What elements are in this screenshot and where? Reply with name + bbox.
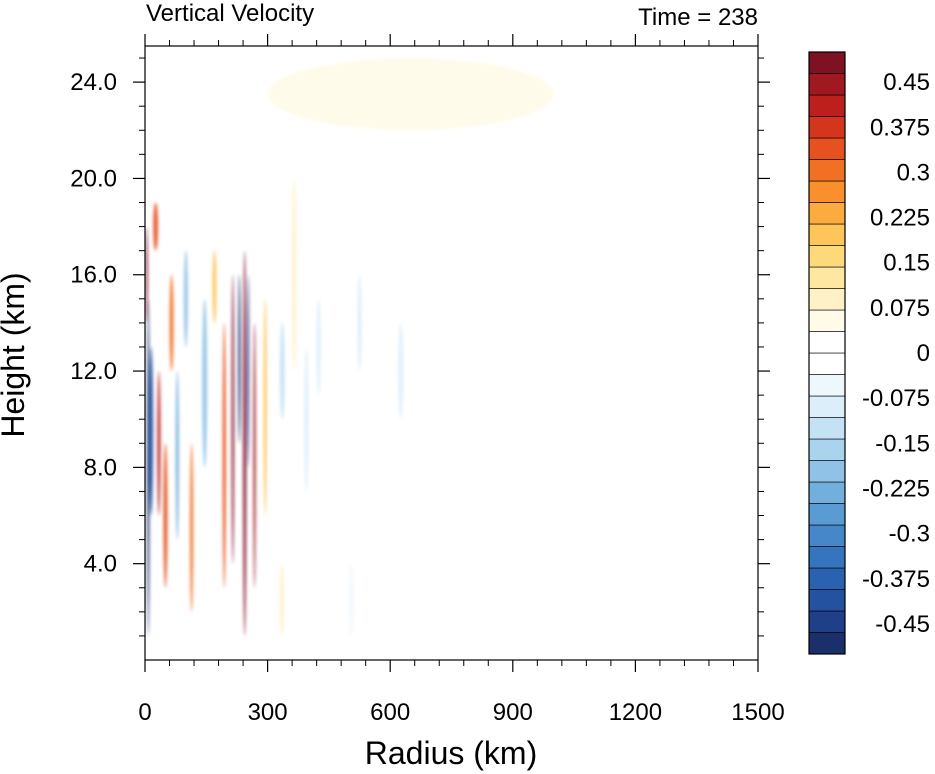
colorbar-swatch — [808, 417, 846, 440]
colorbar-swatch — [808, 137, 846, 160]
velocity-cell — [279, 322, 285, 420]
colorbar-label: 0.075 — [870, 295, 930, 322]
colorbar-swatch — [808, 94, 846, 117]
velocity-cell — [253, 322, 256, 588]
colorbar-label: -0.225 — [862, 475, 930, 502]
colorbar-swatch — [808, 374, 846, 397]
velocity-cell — [247, 274, 250, 468]
y-axis-label: Height (km) — [0, 272, 31, 437]
y-tick-label: 12.0 — [70, 358, 117, 385]
colorbar-label: 0.225 — [870, 205, 930, 232]
velocity-cell — [279, 563, 284, 636]
colorbar-label: 0.45 — [883, 69, 930, 96]
time-label: Time = 238 — [638, 4, 758, 31]
velocity-cell — [267, 58, 554, 131]
colorbar-label: 0.3 — [897, 159, 930, 186]
colorbar-label: 0.375 — [870, 114, 930, 141]
velocity-cell — [147, 298, 150, 636]
velocity-cell — [169, 274, 174, 372]
colorbar-swatch — [808, 395, 846, 418]
colorbar-labels: 0.45 0.375 0.3 0.225 0.15 0.075 0 -0.075 -0.15 -0… — [862, 69, 930, 638]
colorbar-label: -0.15 — [875, 430, 930, 457]
x-tick-label: 1200 — [609, 699, 662, 726]
colorbar-swatch — [808, 632, 846, 655]
colorbar-swatch — [808, 524, 846, 547]
colorbar-label: -0.075 — [862, 385, 930, 412]
colorbar-swatch — [808, 180, 846, 203]
colorbar-swatch — [808, 567, 846, 590]
colorbar-swatch — [808, 245, 846, 268]
colorbar-swatch — [808, 309, 846, 332]
colorbar-swatch — [808, 159, 846, 182]
velocity-cell — [238, 274, 241, 444]
velocity-cell — [357, 274, 362, 372]
colorbar-label: -0.375 — [862, 566, 930, 593]
colorbar-swatch — [808, 481, 846, 504]
colorbar-swatch — [808, 610, 846, 633]
colorbar-swatch — [808, 223, 846, 246]
velocity-cell — [145, 226, 148, 323]
velocity-cell — [243, 250, 247, 636]
velocity-cell — [263, 298, 267, 516]
x-tick-label: 900 — [493, 699, 533, 726]
colorbar-swatch — [808, 288, 846, 311]
plot-frame — [144, 45, 759, 661]
velocity-cell — [398, 322, 404, 420]
velocity-cell — [153, 202, 159, 251]
velocity-cell — [189, 443, 194, 612]
colorbar-swatch — [808, 51, 846, 74]
colorbar-label: -0.3 — [889, 521, 930, 548]
y-tick-label: 24.0 — [70, 69, 117, 96]
chart-title: Vertical Velocity — [146, 0, 314, 27]
velocity-cell — [149, 346, 154, 516]
colorbar-swatch — [808, 73, 846, 96]
colorbar-label: 0.15 — [883, 250, 930, 277]
colorbar-swatch — [808, 589, 846, 612]
colorbar-label: -0.45 — [875, 611, 930, 638]
y-tick-label: 8.0 — [84, 454, 117, 481]
colorbar-swatch — [808, 460, 846, 483]
colorbar-swatch — [808, 503, 846, 526]
y-tick-label: 4.0 — [84, 551, 117, 578]
colorbar-label: 0 — [917, 340, 930, 367]
y-tick-label: 16.0 — [70, 262, 117, 289]
x-tick-label: 300 — [248, 699, 288, 726]
velocity-cell — [157, 371, 161, 516]
velocity-field — [145, 58, 554, 636]
velocity-cell — [231, 274, 235, 564]
velocity-cell — [212, 250, 217, 323]
velocity-cell — [316, 298, 321, 396]
x-tick-label: 0 — [138, 699, 151, 726]
y-tick-label: 20.0 — [70, 165, 117, 192]
velocity-cell — [349, 563, 354, 636]
colorbar-swatch — [808, 438, 846, 461]
colorbar-swatch — [808, 266, 846, 289]
colorbar — [808, 51, 846, 655]
velocity-cell — [222, 322, 226, 588]
x-axis: 0 300 600 900 1200 1500 — [138, 34, 785, 726]
colorbar-frame — [808, 51, 846, 655]
velocity-cell — [163, 443, 168, 588]
y-axis: 4.0 8.0 12.0 16.0 20.0 24.0 — [70, 57, 770, 637]
colorbar-swatch — [808, 352, 846, 375]
velocity-cell — [202, 298, 208, 468]
colorbar-swatch — [808, 331, 846, 354]
x-tick-label: 1500 — [731, 699, 784, 726]
colorbar-swatch — [808, 116, 846, 139]
velocity-cell — [183, 250, 188, 347]
velocity-cell — [175, 371, 179, 540]
x-axis-label: Radius (km) — [365, 735, 537, 771]
velocity-cell — [292, 178, 297, 372]
colorbar-swatch — [808, 202, 846, 225]
colorbar-swatch — [808, 546, 846, 569]
velocity-cell — [304, 346, 309, 492]
x-tick-label: 600 — [370, 699, 410, 726]
